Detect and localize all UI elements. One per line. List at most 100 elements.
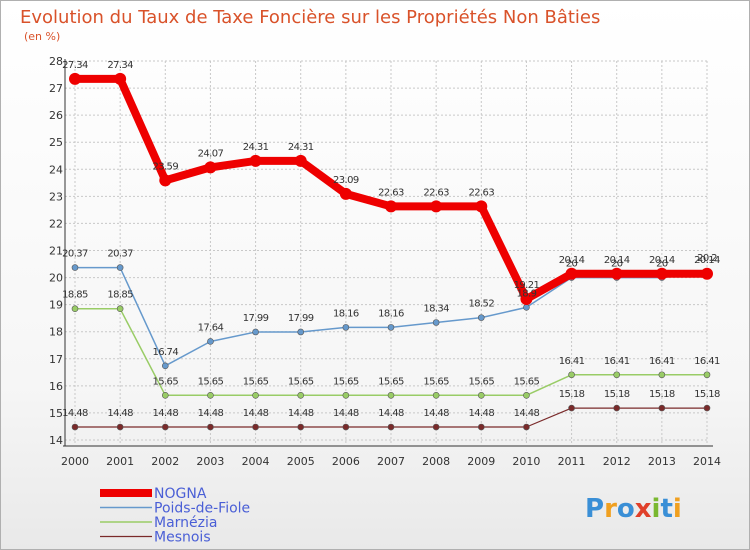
y-tick-label: 27: [49, 82, 63, 95]
data-point: [658, 404, 666, 412]
data-label: 20.14: [604, 255, 630, 266]
data-point: [568, 371, 575, 379]
x-tick-label: 2011: [558, 455, 586, 468]
data-point: [207, 338, 214, 345]
data-label: 17.99: [243, 313, 269, 324]
legend-label: Mesnois: [154, 530, 211, 546]
data-point: [297, 392, 305, 399]
data-point: [520, 292, 533, 305]
data-label: 27.34: [107, 60, 133, 71]
data-point: [71, 305, 79, 313]
data-label: 24.31: [288, 142, 314, 153]
data-point: [342, 423, 350, 431]
data-label: 15.65: [514, 376, 540, 387]
data-label: 19.21: [514, 280, 540, 291]
data-point: [207, 423, 214, 431]
data-point: [161, 392, 169, 399]
data-label: 16.74: [152, 347, 178, 358]
y-tick-label: 17: [49, 353, 63, 366]
x-tick-label: 2010: [512, 455, 540, 468]
data-label: 14.48: [198, 408, 224, 419]
data-labels: 27.34 27.34 23.59 24.07 24.31 24.31 23.09 22.63…: [62, 60, 720, 419]
y-tick-label: 23: [49, 190, 63, 203]
data-point: [252, 328, 259, 336]
data-point: [565, 267, 578, 280]
data-point: [116, 423, 124, 431]
data-point: [475, 200, 488, 213]
data-label: 22.63: [378, 187, 404, 198]
data-point: [430, 200, 443, 213]
legend-label: Marnézia: [154, 515, 217, 531]
data-point: [71, 264, 79, 271]
data-point: [116, 305, 124, 313]
data-point: [387, 324, 395, 331]
data-label: 27.34: [62, 60, 88, 71]
x-tick-label: 2006: [332, 455, 360, 468]
data-point: [249, 154, 262, 167]
data-point: [432, 423, 440, 431]
data-point: [477, 423, 485, 431]
x-tick-label: 2007: [377, 455, 405, 468]
x-tick-label: 2000: [61, 455, 89, 468]
x-tick-label: 2014: [693, 455, 721, 468]
data-point: [613, 371, 621, 379]
data-point: [161, 362, 169, 370]
y-tick-label: 25: [49, 136, 63, 149]
data-point: [159, 174, 172, 187]
data-point: [339, 187, 352, 200]
data-point: [701, 267, 713, 280]
y-tick-label: 16: [49, 380, 63, 393]
data-point: [385, 200, 397, 213]
chart-subtitle: (en %): [24, 30, 60, 43]
data-label: 15.18: [604, 389, 630, 400]
data-point: [477, 392, 485, 399]
data-label: 14.48: [468, 408, 494, 419]
grid: [65, 60, 708, 444]
data-label: 14.48: [423, 408, 449, 419]
data-point: [610, 267, 623, 280]
y-tick-label: 24: [49, 163, 63, 176]
data-label: 16.41: [559, 356, 585, 367]
data-label: 24.31: [243, 142, 269, 153]
data-label: 14.48: [288, 408, 314, 419]
data-label: 20.14: [649, 255, 675, 266]
data-point: [116, 264, 124, 271]
data-point: [387, 392, 395, 399]
data-label: 18.52: [468, 299, 494, 310]
data-label: 20.37: [62, 249, 88, 260]
data-label: 15.65: [333, 376, 359, 387]
x-tick-label: 2012: [603, 455, 631, 468]
data-point: [207, 392, 214, 399]
data-label: 18.34: [423, 304, 449, 315]
x-tick-label: 2005: [287, 455, 315, 468]
data-label: 20: [611, 259, 623, 270]
data-label: 15.65: [198, 376, 224, 387]
data-label: 20.2: [697, 253, 717, 264]
data-point: [432, 319, 440, 326]
data-label: 17.99: [288, 313, 314, 324]
y-tick-label: 20: [49, 272, 63, 285]
x-tick-label: 2001: [106, 455, 134, 468]
data-label: 14.48: [243, 408, 269, 419]
data-label: 15.65: [152, 376, 178, 387]
data-label: 16.41: [694, 356, 720, 367]
data-label: 15.65: [288, 376, 314, 387]
data-label: 16.41: [604, 356, 630, 367]
data-point: [655, 267, 668, 280]
legend-label: Poids-de-Fiole: [154, 501, 250, 517]
data-point: [294, 154, 307, 167]
data-label: 23.59: [152, 161, 178, 172]
y-tick-label: 14: [49, 434, 63, 447]
series: [69, 72, 713, 431]
data-point: [703, 371, 711, 379]
data-point: [69, 72, 81, 85]
data-label: 20.14: [559, 255, 585, 266]
data-label: 18.85: [107, 290, 133, 301]
data-point: [568, 404, 575, 412]
x-tick-label: 2004: [242, 455, 270, 468]
data-point: [342, 324, 350, 331]
data-label: 15.18: [559, 389, 585, 400]
x-tick-label: 2013: [648, 455, 676, 468]
